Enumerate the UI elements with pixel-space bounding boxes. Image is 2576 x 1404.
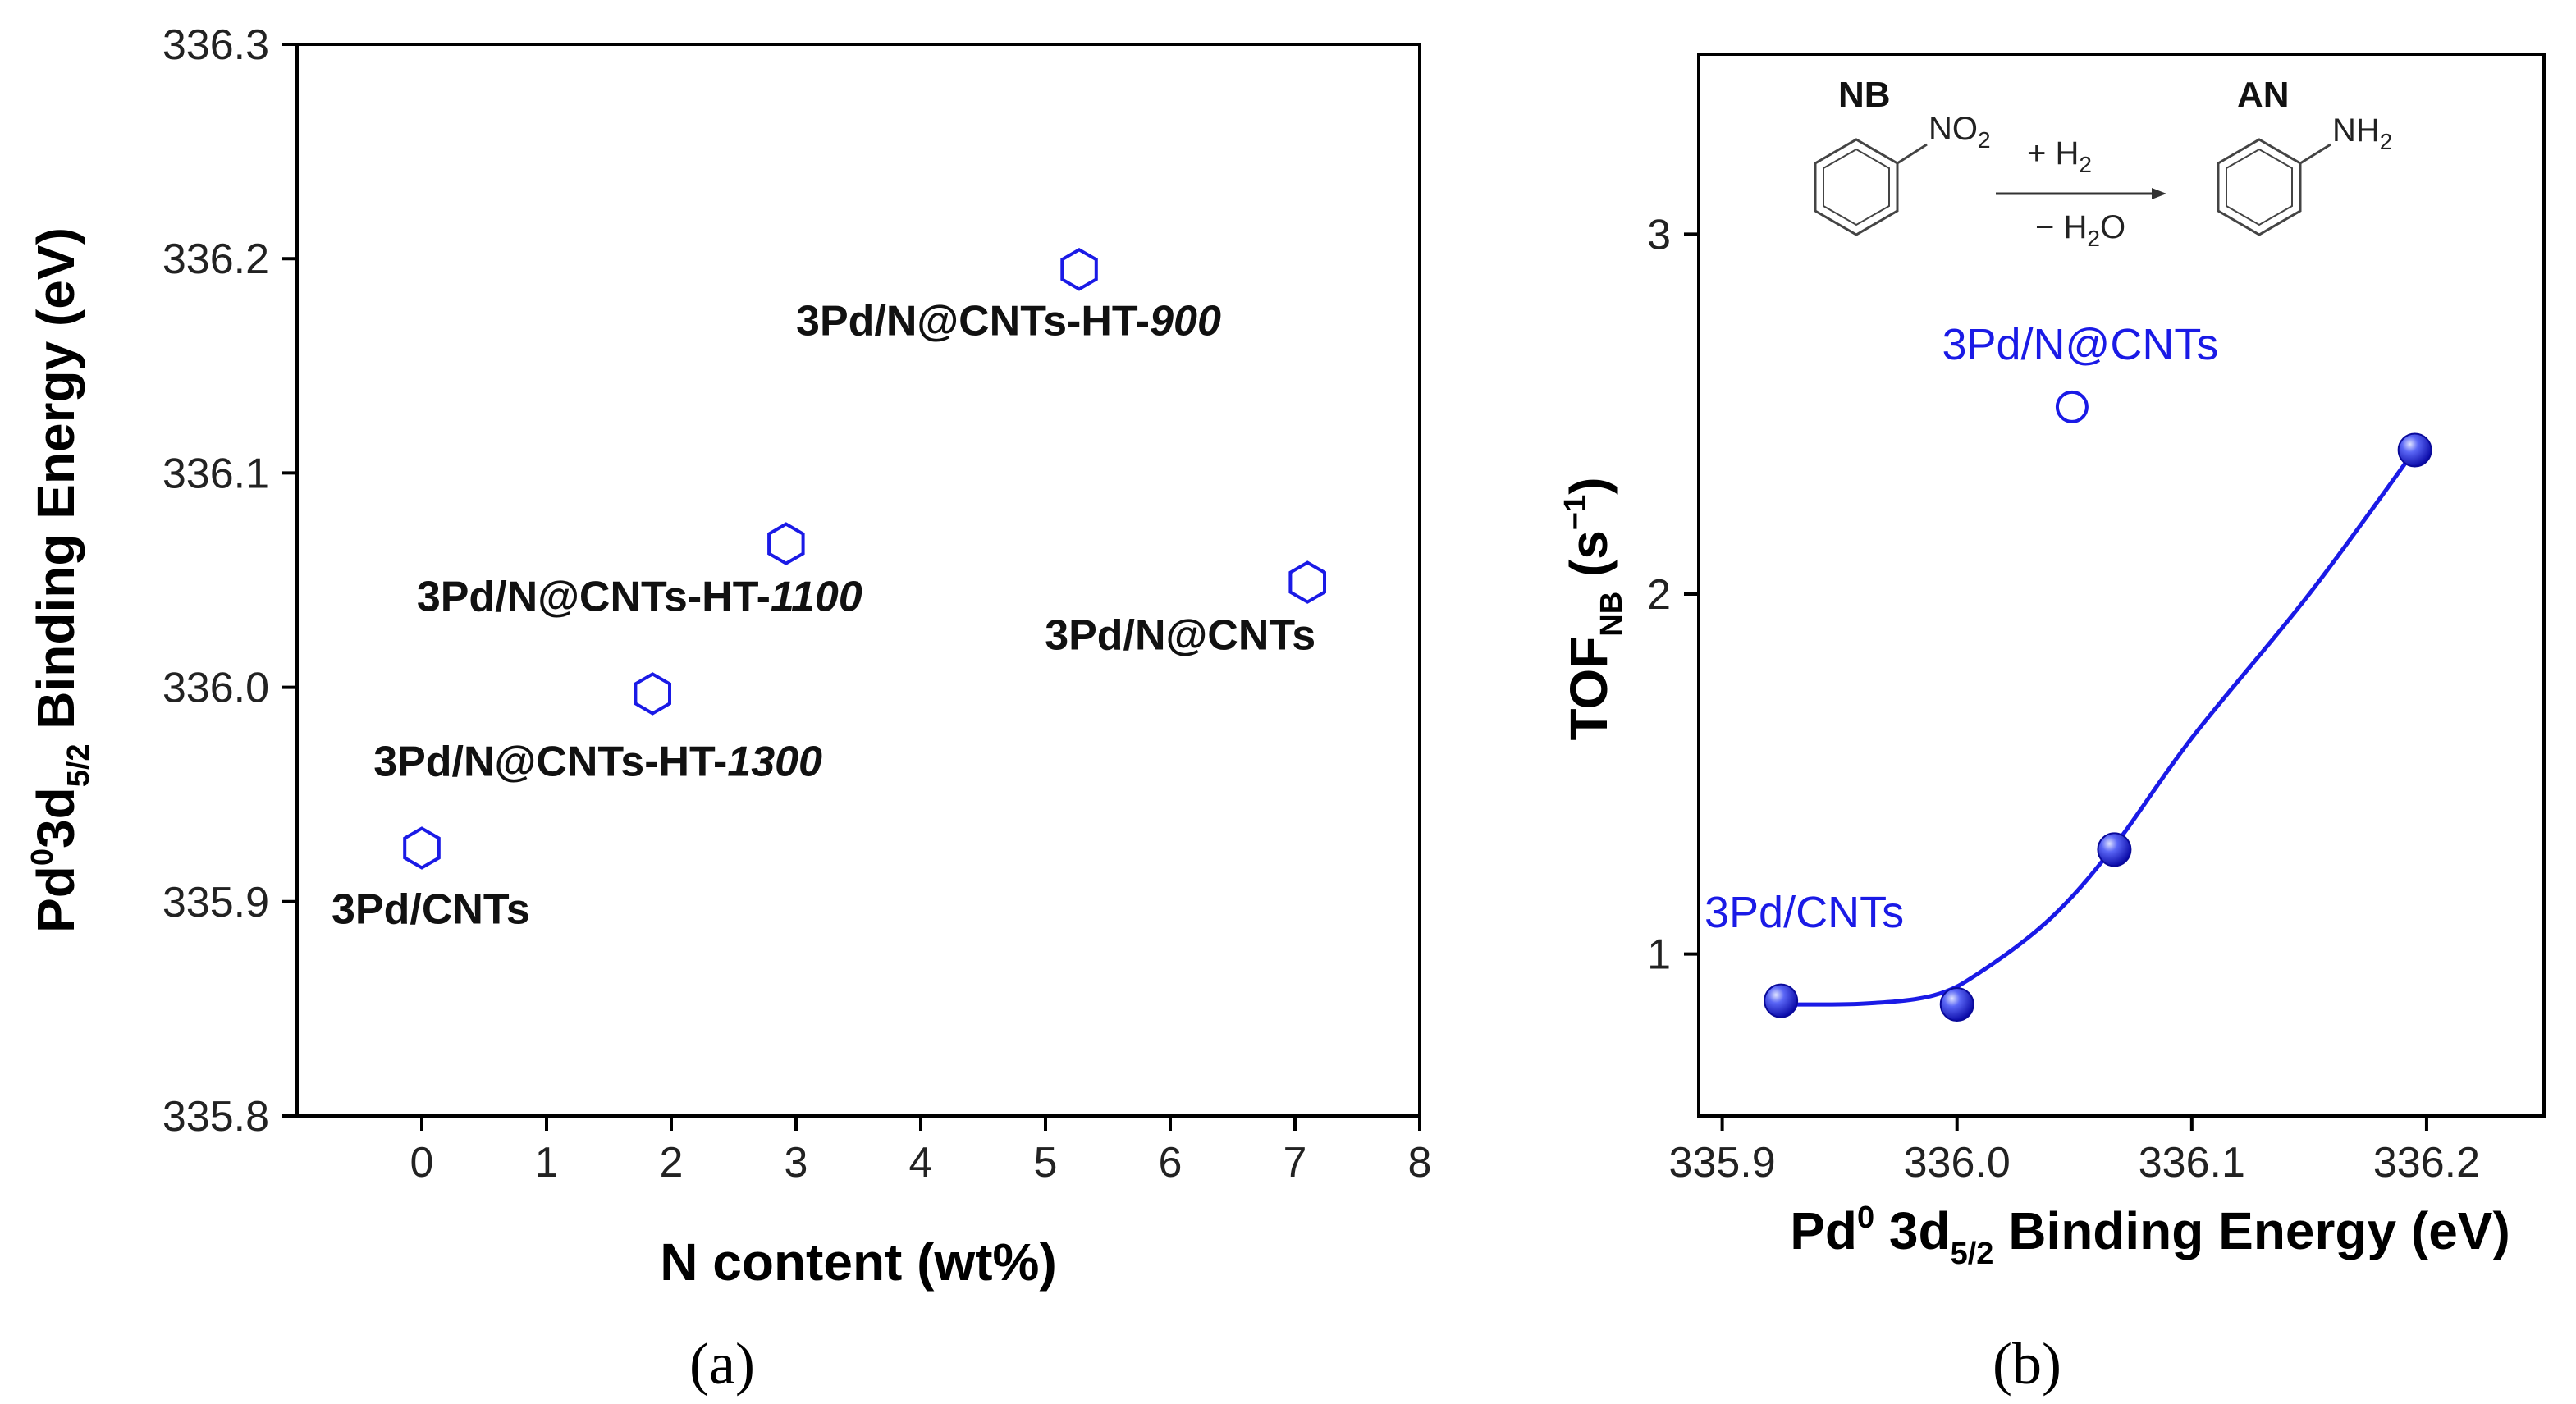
chart-a-x-tick-label: 1 [535, 1139, 559, 1187]
chart-b-sphere-point [1764, 983, 1799, 1018]
chart-a-point-label: 3Pd/N@CNTs [1045, 612, 1315, 660]
chart-a-y-tick-label: 335.8 [162, 1093, 269, 1141]
chart-b-y-tick-label: 2 [1647, 571, 1671, 619]
chart-a-y-tick-label: 336.1 [162, 450, 269, 497]
chart-b: 335.9 336.0 336.1 336.2 1 2 3 3Pd/N@CNTs 3Pd/… [1558, 53, 2546, 1397]
chart-a-hexagon-point [403, 826, 441, 870]
chart-a-y-tick-label: 336.3 [162, 21, 269, 69]
chart-b-x-axis-title: Pd0 3d5/2 Binding Energy (eV) [1790, 1200, 2510, 1271]
chart-a-y-axis-title: Pd03d5/2 Binding Energy (eV) [25, 227, 96, 933]
chart-b-x-tick-label: 335.9 [1669, 1139, 1776, 1187]
chart-a: 0 1 2 3 4 5 6 7 8 335.8 335.9 336.0 336.1 336.2 336.3… [25, 21, 1431, 1397]
chart-a-x-tick-label: 0 [410, 1139, 434, 1187]
chart-b-outlier-point [2055, 390, 2089, 423]
product-name: AN [2237, 75, 2290, 115]
chart-b-x-tick-label: 336.1 [2139, 1139, 2245, 1187]
chart-b-x-axis: 335.9 336.0 336.1 336.2 [1669, 1116, 2480, 1187]
chart-a-x-tick-label: 3 [785, 1139, 808, 1187]
chart-a-y-tick-label: 336.0 [162, 665, 269, 712]
chart-a-point-label: 3Pd/N@CNTs-HT-1100 [417, 574, 862, 621]
chart-a-point-label: 3Pd/N@CNTs-HT-900 [796, 297, 1221, 345]
chart-b-fit-curve [1781, 449, 2417, 1007]
chart-a-x-axis: 0 1 2 3 4 5 6 7 8 [410, 1116, 1432, 1187]
chart-a-y-axis: 335.8 335.9 336.0 336.1 336.2 336.3 [162, 21, 297, 1141]
chart-b-x-tick-label: 336.2 [2373, 1139, 2480, 1187]
chart-b-y-axis-title: TOFNB (s−1) [1558, 477, 1629, 740]
reaction-scheme: NB NO2 + H2 − H2O AN NH2 [1814, 75, 2392, 251]
chart-b-plot-frame [1697, 53, 2546, 1118]
chart-a-y-tick-label: 335.9 [162, 879, 269, 926]
product-group: NH2 [2332, 112, 2392, 154]
chart-b-y-axis: 1 2 3 [1647, 211, 1699, 979]
chart-a-x-tick-label: 6 [1159, 1139, 1183, 1187]
reactant-group: NO2 [1929, 111, 1991, 153]
chart-a-point-label: 3Pd/CNTs [332, 886, 530, 934]
chart-b-x-tick-label: 336.0 [1904, 1139, 2011, 1187]
chart-b-points [1764, 432, 2432, 1022]
panel-b-label: (b) [1993, 1331, 2061, 1397]
chart-a-x-tick-label: 5 [1034, 1139, 1058, 1187]
chart-b-y-tick-label: 1 [1647, 931, 1671, 979]
chart-a-y-tick-label: 336.2 [162, 236, 269, 283]
chart-b-sphere-point [2397, 432, 2432, 468]
reactant-name: NB [1838, 75, 1891, 115]
chart-b-sphere-point [2097, 832, 2132, 867]
chart-b-y-tick-label: 3 [1647, 211, 1671, 258]
chart-a-hexagon-point [1288, 560, 1326, 604]
product-benzene-icon [2217, 138, 2331, 236]
chart-a-x-tick-label: 2 [660, 1139, 684, 1187]
chart-a-plot-frame [295, 43, 1421, 1118]
chart-b-sphere-point [1939, 987, 1974, 1022]
chart-a-hexagon-point [1060, 247, 1098, 291]
reaction-arrow-icon [1996, 188, 2166, 199]
chart-a-points [403, 247, 1326, 870]
chart-a-x-tick-label: 8 [1408, 1139, 1432, 1187]
chart-b-outlier-label: 3Pd/N@CNTs [1942, 320, 2218, 369]
chart-a-point-labels: 3Pd/CNTs 3Pd/N@CNTs-HT-1300 3Pd/N@CNTs-HT-… [332, 297, 1315, 933]
reagent-bottom: − H2O [2035, 209, 2125, 251]
panel-a-label: (a) [689, 1331, 755, 1397]
chart-b-cnts-label: 3Pd/CNTs [1704, 888, 1904, 937]
chart-a-x-axis-title: N content (wt%) [660, 1233, 1057, 1292]
chart-a-x-tick-label: 4 [909, 1139, 933, 1187]
chart-a-point-label: 3Pd/N@CNTs-HT-1300 [373, 738, 822, 785]
reagent-top: + H2 [2027, 135, 2092, 177]
chart-a-hexagon-point [767, 522, 805, 565]
chart-a-x-tick-label: 7 [1283, 1139, 1307, 1187]
chart-a-hexagon-point [634, 672, 671, 716]
reactant-benzene-icon [1814, 138, 1928, 236]
